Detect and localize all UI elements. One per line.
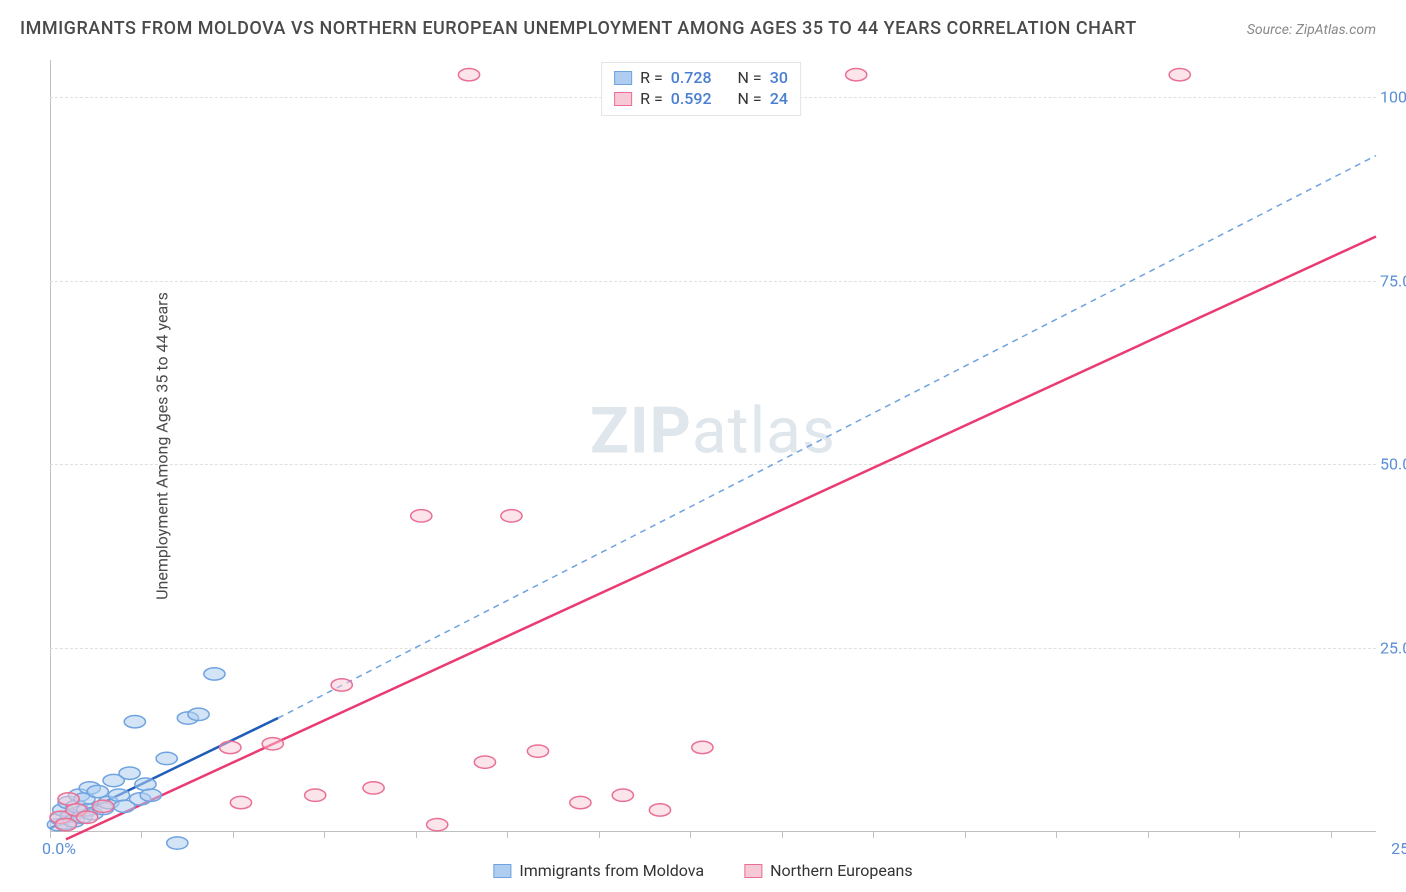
scatter-point [692,741,713,753]
scatter-point [167,837,188,849]
swatch-series2 [614,92,632,106]
y-tick-label: 25.0% [1380,639,1406,658]
x-tick [599,832,600,838]
x-tick [233,832,234,838]
scatter-point [204,668,225,680]
scatter-point [363,782,384,794]
y-tick-label: 50.0% [1380,455,1406,474]
scatter-point [427,818,448,830]
r-val-2: 0.592 [671,89,712,108]
x-tick [1148,832,1149,838]
source-attribution: Source: ZipAtlas.com [1247,22,1376,38]
x-tick [965,832,966,838]
scatter-point [411,510,432,522]
legend-label-1: Immigrants from Moldova [519,861,704,880]
scatter-point [1169,69,1190,81]
chart-area: 25.0%50.0%75.0%100.0% ZIPatlas R = 0.728… [50,60,1376,832]
legend-stats: R = 0.728 N = 30 R = 0.592 N = 24 [601,62,801,116]
scatter-point [230,796,251,808]
scatter-point [92,800,113,812]
legend-item-1: Immigrants from Moldova [493,861,704,880]
scatter-point [649,804,670,816]
legend-item-2: Northern Europeans [744,861,913,880]
y-tick-label: 100.0% [1380,87,1406,106]
regression-extension [278,156,1376,718]
scatter-point [474,756,495,768]
legend-stats-row-2: R = 0.592 N = 24 [614,88,788,109]
n-key-1: N = [738,68,762,87]
regression-line [66,236,1376,839]
scatter-point [188,708,209,720]
x-tick [1056,832,1057,838]
source-site: ZipAtlas.com [1296,22,1376,38]
scatter-point [220,741,241,753]
swatch-series1 [614,71,632,85]
scatter-point [87,785,108,797]
legend-stats-row-1: R = 0.728 N = 30 [614,67,788,88]
plot-region: 25.0%50.0%75.0%100.0% ZIPatlas R = 0.728… [50,60,1376,832]
scatter-point [331,679,352,691]
legend-bottom: Immigrants from Moldova Northern Europea… [493,861,912,880]
x-tick [50,832,51,838]
y-tick-label: 75.0% [1380,271,1406,290]
x-tick [507,832,508,838]
x-tick [1239,832,1240,838]
r-val-1: 0.728 [671,68,712,87]
scatter-point [846,69,867,81]
legend-label-2: Northern Europeans [770,861,913,880]
scatter-point [570,796,591,808]
chart-title: IMMIGRANTS FROM MOLDOVA VS NORTHERN EURO… [20,18,1137,39]
scatter-point [527,745,548,757]
scatter-point [77,811,98,823]
scatter-point [124,716,145,728]
x-tick-origin: 0.0% [42,839,76,858]
x-tick [1331,832,1332,838]
r-key-1: R = [640,68,663,87]
scatter-point [156,752,177,764]
scatter-point [55,818,76,830]
x-tick-max: 25.0% [1391,839,1406,858]
scatter-point [119,767,140,779]
n-val-1: 30 [770,68,788,87]
n-key-2: N = [738,89,762,108]
scatter-point [501,510,522,522]
x-tick [141,832,142,838]
source-label: Source: [1247,22,1292,38]
n-val-2: 24 [770,89,788,108]
x-tick [690,832,691,838]
x-tick [324,832,325,838]
scatter-point [305,789,326,801]
swatch-series2-bottom [744,864,762,878]
x-tick [782,832,783,838]
scatter-point [612,789,633,801]
scatter-point [140,789,161,801]
x-tick [416,832,417,838]
scatter-point [458,69,479,81]
swatch-series1-bottom [493,864,511,878]
x-tick [873,832,874,838]
plot-svg [50,60,1376,832]
r-key-2: R = [640,89,663,108]
scatter-point [262,738,283,750]
